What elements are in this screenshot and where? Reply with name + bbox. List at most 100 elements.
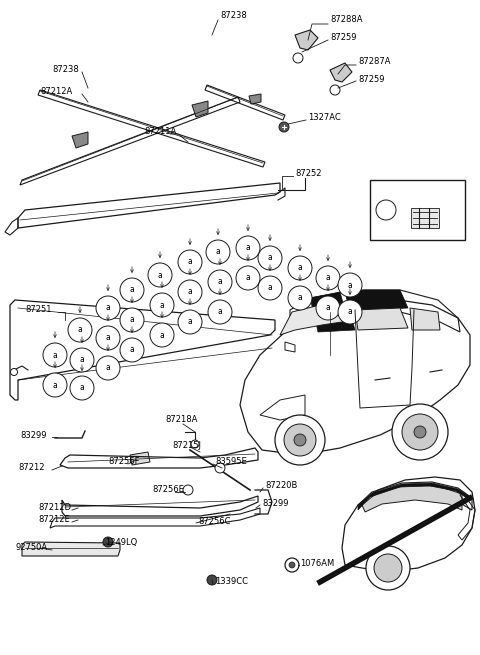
Text: a: a	[298, 293, 302, 303]
Text: a: a	[53, 350, 58, 360]
Text: 87220B: 87220B	[265, 481, 298, 491]
Circle shape	[284, 424, 316, 456]
Circle shape	[178, 250, 202, 274]
Text: 83299: 83299	[262, 498, 288, 508]
Circle shape	[70, 348, 94, 372]
Circle shape	[293, 53, 303, 63]
Text: 87212A: 87212A	[40, 88, 72, 96]
Circle shape	[294, 434, 306, 446]
Text: a: a	[216, 248, 220, 257]
Text: 87259: 87259	[358, 75, 384, 83]
Circle shape	[120, 308, 144, 332]
Circle shape	[236, 266, 260, 290]
Text: a: a	[268, 253, 272, 263]
Circle shape	[330, 85, 340, 95]
Text: 87255: 87255	[400, 187, 429, 196]
Circle shape	[258, 276, 282, 300]
Text: a: a	[298, 263, 302, 272]
Polygon shape	[130, 452, 150, 465]
Text: 87212D: 87212D	[38, 504, 71, 512]
Text: 87238: 87238	[52, 66, 79, 75]
Text: 87218A: 87218A	[165, 415, 197, 424]
Circle shape	[150, 323, 174, 347]
Polygon shape	[330, 63, 352, 82]
Circle shape	[215, 463, 225, 473]
Text: a: a	[130, 286, 134, 295]
Text: a: a	[325, 274, 330, 282]
Text: 87259: 87259	[330, 33, 357, 43]
Polygon shape	[22, 542, 120, 556]
Text: 87215J: 87215J	[172, 441, 201, 449]
Circle shape	[68, 318, 92, 342]
Circle shape	[120, 278, 144, 302]
Text: a: a	[188, 288, 192, 297]
Circle shape	[258, 246, 282, 270]
Text: a: a	[80, 383, 84, 392]
Circle shape	[275, 415, 325, 465]
Circle shape	[96, 296, 120, 320]
Circle shape	[374, 554, 402, 582]
Text: 83595E: 83595E	[215, 457, 247, 466]
Circle shape	[178, 310, 202, 334]
Text: a: a	[188, 257, 192, 267]
Circle shape	[191, 440, 199, 448]
Circle shape	[288, 256, 312, 280]
Polygon shape	[355, 308, 408, 330]
Polygon shape	[345, 290, 372, 312]
Text: a: a	[217, 307, 222, 316]
Polygon shape	[280, 303, 355, 335]
Text: a: a	[130, 316, 134, 324]
Text: 87251: 87251	[25, 305, 51, 314]
Text: 83299: 83299	[20, 430, 47, 440]
Text: a: a	[160, 331, 164, 339]
Text: a: a	[106, 364, 110, 373]
Text: 87256C: 87256C	[198, 517, 230, 525]
Polygon shape	[72, 132, 88, 148]
Circle shape	[96, 326, 120, 350]
Text: 92750A: 92750A	[16, 544, 48, 553]
Circle shape	[316, 266, 340, 290]
Text: a: a	[106, 303, 110, 312]
Text: a: a	[53, 381, 58, 390]
Circle shape	[183, 485, 193, 495]
Bar	[370, 180, 465, 240]
Circle shape	[206, 240, 230, 264]
Text: 87287A: 87287A	[358, 58, 391, 67]
Circle shape	[150, 293, 174, 317]
Polygon shape	[411, 208, 439, 228]
Text: a: a	[217, 278, 222, 286]
Circle shape	[414, 426, 426, 438]
Circle shape	[392, 404, 448, 460]
Text: a: a	[130, 345, 134, 354]
Text: a: a	[348, 307, 352, 316]
Circle shape	[289, 562, 295, 568]
Text: 87252: 87252	[295, 170, 322, 179]
Circle shape	[338, 273, 362, 297]
Circle shape	[279, 122, 289, 132]
Polygon shape	[249, 94, 261, 104]
Circle shape	[120, 338, 144, 362]
Circle shape	[148, 263, 172, 287]
Polygon shape	[192, 101, 208, 117]
Circle shape	[208, 300, 232, 324]
Text: 1339CC: 1339CC	[215, 578, 248, 586]
Text: 87288A: 87288A	[330, 16, 362, 24]
Circle shape	[43, 343, 67, 367]
Text: a: a	[188, 318, 192, 326]
Circle shape	[376, 200, 396, 220]
Text: a: a	[78, 326, 83, 335]
Circle shape	[178, 280, 202, 304]
Polygon shape	[365, 290, 408, 310]
Text: a: a	[157, 271, 162, 280]
Text: a: a	[268, 284, 272, 293]
Text: a: a	[384, 206, 388, 214]
Circle shape	[103, 537, 113, 547]
Text: a: a	[325, 303, 330, 312]
Text: a: a	[106, 333, 110, 343]
Text: a: a	[160, 301, 164, 310]
Polygon shape	[295, 30, 318, 50]
Text: 1076AM: 1076AM	[300, 559, 334, 567]
Circle shape	[288, 286, 312, 310]
Text: 87212: 87212	[18, 464, 45, 472]
Text: a: a	[348, 280, 352, 290]
